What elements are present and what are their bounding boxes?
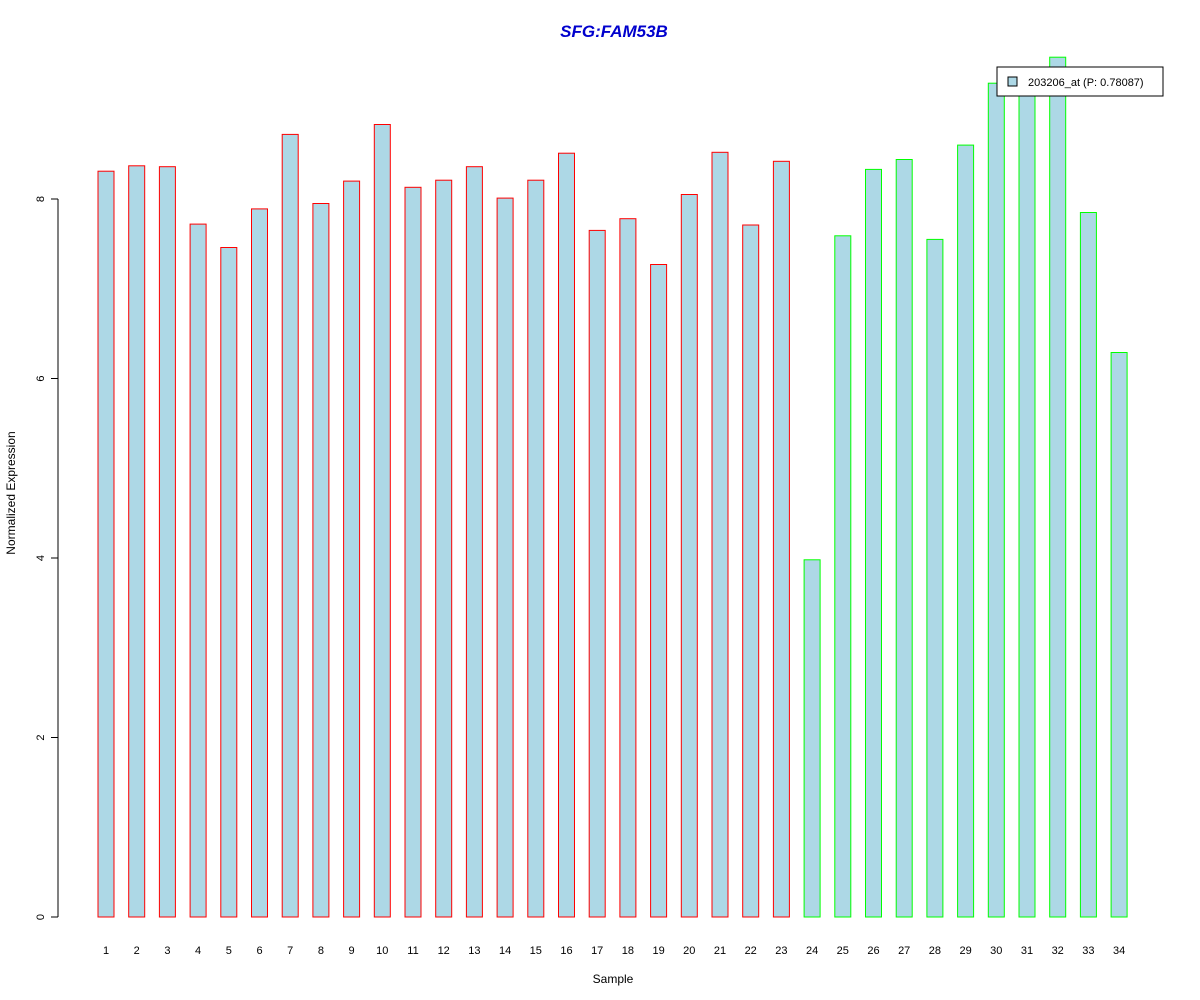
bar-sample-33	[1079, 212, 1097, 918]
bar-sample-4	[189, 223, 207, 918]
bar-sample-19	[650, 264, 668, 918]
bar-sample-13	[465, 166, 483, 918]
x-tick-label: 27	[898, 945, 910, 957]
bar-sample-3	[158, 166, 176, 918]
bar-sample-20	[680, 194, 698, 918]
legend-swatch	[1007, 76, 1018, 87]
y-tick-label: 0	[35, 914, 47, 920]
x-tick-label: 24	[806, 945, 818, 957]
bar-sample-32	[1049, 56, 1067, 918]
bar-sample-31	[1018, 89, 1036, 918]
y-tick-label: 8	[35, 196, 47, 202]
bar-sample-27	[895, 159, 913, 918]
bar-sample-30	[987, 82, 1005, 918]
x-tick-label: 15	[530, 945, 542, 957]
legend-label: 203206_at (P: 0.78087)	[1028, 77, 1144, 89]
x-tick-label: 33	[1082, 945, 1094, 957]
bar-sample-28	[926, 238, 944, 918]
x-tick-label: 29	[959, 945, 971, 957]
x-tick-label: 32	[1052, 945, 1064, 957]
bar-sample-9	[343, 180, 361, 918]
x-tick-label: 4	[195, 945, 201, 957]
bar-sample-16	[558, 152, 575, 918]
bar-sample-15	[527, 179, 545, 918]
x-tick-label: 31	[1021, 945, 1033, 957]
x-tick-label: 26	[867, 945, 879, 957]
x-tick-label: 8	[318, 945, 324, 957]
bar-sample-1	[97, 170, 115, 918]
x-tick-label: 1	[103, 945, 109, 957]
x-tick-label: 14	[499, 945, 511, 957]
bar-sample-26	[865, 168, 882, 918]
bar-sample-5	[220, 247, 238, 918]
x-tick-label: 10	[376, 945, 388, 957]
x-tick-label: 3	[164, 945, 170, 957]
x-tick-label: 30	[990, 945, 1002, 957]
y-tick-label: 6	[35, 375, 47, 381]
x-tick-labels: 1 2 3 4 5 6 7 8 9 10 11 12 13 14 15 16 17 18 19 20 21 22 23 24 2…	[103, 945, 1125, 957]
x-tick-label: 2	[134, 945, 140, 957]
x-tick-label: 23	[775, 945, 787, 957]
x-tick-label: 19	[652, 945, 664, 957]
legend: 203206_at (P: 0.78087)	[996, 66, 1164, 97]
y-tick-label: 2	[35, 734, 47, 740]
y-tick-label: 4	[35, 555, 47, 561]
x-tick-label: 20	[683, 945, 695, 957]
bar-sample-21	[711, 151, 729, 918]
bar-sample-25	[834, 235, 852, 918]
x-tick-label: 34	[1113, 945, 1125, 957]
x-tick-label: 22	[745, 945, 757, 957]
bar-sample-23	[772, 160, 790, 918]
bar-sample-10	[373, 124, 391, 918]
x-tick-label: 9	[349, 945, 355, 957]
x-tick-label: 17	[591, 945, 603, 957]
x-tick-label: 6	[256, 945, 262, 957]
x-tick-label: 18	[622, 945, 634, 957]
y-ticks: 0 2 4 6 8	[35, 196, 58, 920]
bar-sample-17	[588, 229, 606, 918]
y-axis-label: Normalized Expression	[4, 431, 18, 554]
x-tick-label: 12	[438, 945, 450, 957]
bar-sample-29	[957, 144, 975, 918]
x-tick-label: 21	[714, 945, 726, 957]
bar-sample-11	[404, 186, 422, 918]
x-tick-label: 13	[468, 945, 480, 957]
x-tick-label: 7	[287, 945, 293, 957]
bar-sample-7	[281, 133, 299, 918]
bar-sample-22	[742, 224, 760, 918]
bar-sample-8	[312, 203, 330, 918]
bars-layer	[97, 56, 1128, 918]
x-tick-label: 11	[407, 945, 418, 957]
chart-title: SFG:FAM53B	[560, 22, 668, 41]
legend-box	[996, 66, 1164, 97]
bar-sample-12	[435, 179, 453, 918]
bar-sample-34	[1110, 352, 1128, 918]
bar-sample-6	[251, 208, 268, 918]
x-axis-label: Sample	[593, 972, 634, 986]
x-tick-label: 5	[226, 945, 232, 957]
x-tick-label: 25	[837, 945, 849, 957]
bar-sample-14	[496, 197, 514, 918]
bar-sample-18	[619, 218, 637, 918]
bar-sample-24	[803, 559, 821, 918]
y-axis: 0 2 4 6 8	[35, 196, 59, 920]
x-tick-label: 16	[560, 945, 572, 957]
x-tick-label: 28	[929, 945, 941, 957]
bar-sample-2	[128, 165, 146, 918]
